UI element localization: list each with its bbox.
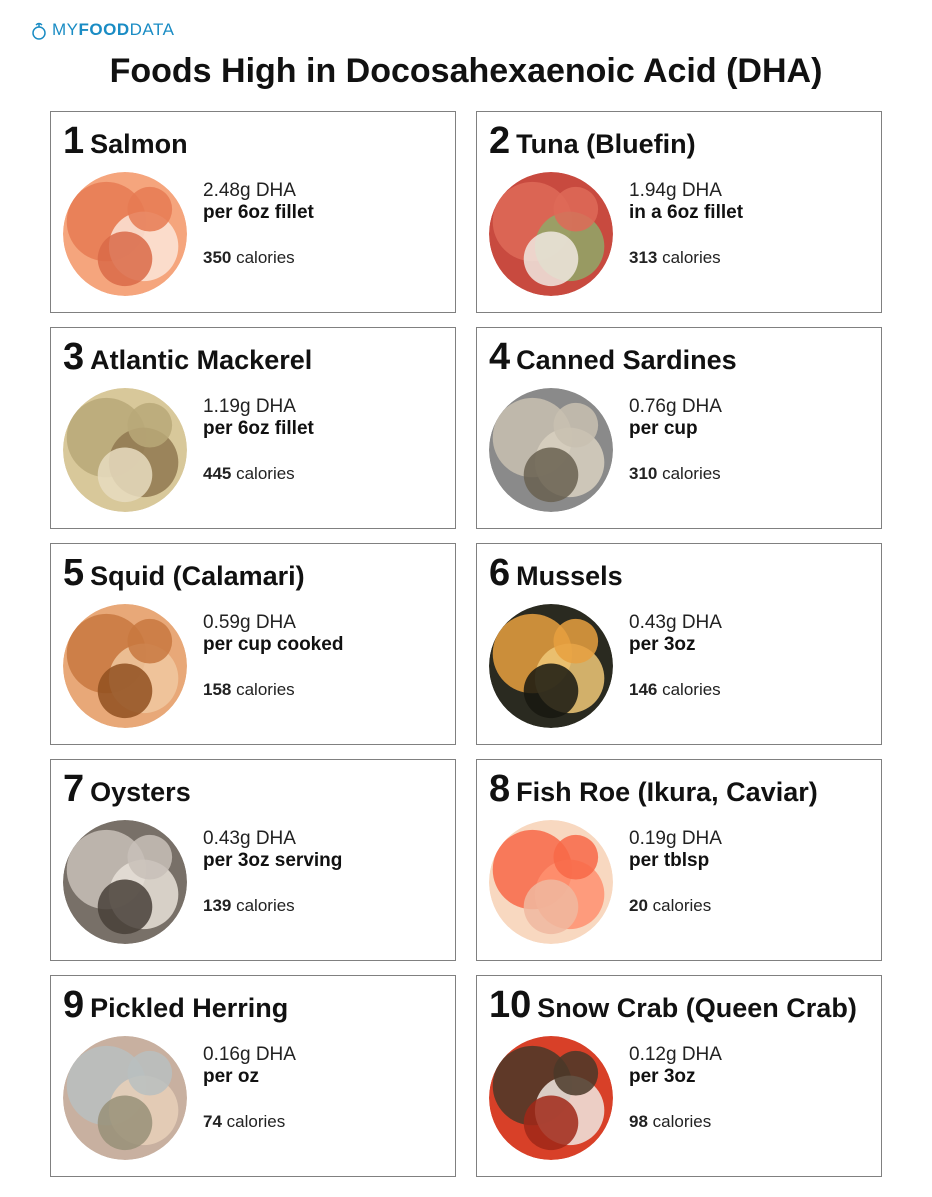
food-card: 8Fish Roe (Ikura, Caviar) 0.19g DHAper tb…: [476, 759, 882, 961]
rank: 5: [63, 554, 84, 592]
food-card: 3Atlantic Mackerel 1.19g DHAper 6oz fille…: [50, 327, 456, 529]
food-image: [63, 604, 187, 728]
dha-amount: 0.19g DHA: [629, 828, 722, 850]
logo-text: MYFOODDATA: [52, 20, 174, 40]
serving-size: per cup: [629, 418, 722, 440]
rank: 2: [489, 122, 510, 160]
food-image: [489, 1036, 613, 1160]
food-name: Canned Sardines: [516, 345, 737, 376]
food-name: Tuna (Bluefin): [516, 129, 695, 160]
calories: 350 calories: [203, 248, 314, 268]
dha-amount: 2.48g DHA: [203, 180, 314, 202]
dha-amount: 0.76g DHA: [629, 396, 722, 418]
apple-icon: [30, 20, 48, 40]
rank: 4: [489, 338, 510, 376]
food-image: [63, 172, 187, 296]
rank: 1: [63, 122, 84, 160]
food-name: Pickled Herring: [90, 993, 288, 1024]
rank: 9: [63, 986, 84, 1024]
serving-size: in a 6oz fillet: [629, 202, 743, 224]
serving-size: per cup cooked: [203, 634, 343, 656]
food-name: Squid (Calamari): [90, 561, 305, 592]
serving-size: per oz: [203, 1066, 296, 1088]
rank: 3: [63, 338, 84, 376]
calories: 310 calories: [629, 464, 722, 484]
rank: 6: [489, 554, 510, 592]
food-image: [489, 172, 613, 296]
food-card: 4Canned Sardines 0.76g DHAper cup 310 calo…: [476, 327, 882, 529]
rank: 10: [489, 986, 531, 1024]
serving-size: per tblsp: [629, 850, 722, 872]
calories: 445 calories: [203, 464, 314, 484]
food-card: 9Pickled Herring 0.16g DHAper oz 74 calori…: [50, 975, 456, 1177]
calories: 20 calories: [629, 896, 722, 916]
food-name: Fish Roe (Ikura, Caviar): [516, 777, 818, 808]
logo: MYFOODDATA: [30, 20, 902, 40]
food-image: [63, 1036, 187, 1160]
food-card: 1Salmon 2.48g DHAper 6oz fillet 350 calori…: [50, 111, 456, 313]
food-name: Salmon: [90, 129, 188, 160]
dha-amount: 0.59g DHA: [203, 612, 343, 634]
food-card: 2Tuna (Bluefin) 1.94g DHAin a 6oz fillet 3…: [476, 111, 882, 313]
page-title: Foods High in Docosahexaenoic Acid (DHA): [30, 52, 902, 91]
calories: 139 calories: [203, 896, 342, 916]
food-card: 10Snow Crab (Queen Crab) 0.12g DHAper 3oz…: [476, 975, 882, 1177]
rank: 8: [489, 770, 510, 808]
food-name: Oysters: [90, 777, 191, 808]
calories: 158 calories: [203, 680, 343, 700]
calories: 74 calories: [203, 1112, 296, 1132]
dha-amount: 0.12g DHA: [629, 1044, 722, 1066]
serving-size: per 3oz serving: [203, 850, 342, 872]
food-image: [489, 388, 613, 512]
food-name: Snow Crab (Queen Crab): [537, 993, 857, 1024]
food-name: Mussels: [516, 561, 623, 592]
calories: 146 calories: [629, 680, 722, 700]
food-grid: 1Salmon2.48g DHAper 6oz fillet350 calori…: [30, 111, 902, 1177]
dha-amount: 1.19g DHA: [203, 396, 314, 418]
dha-amount: 0.43g DHA: [629, 612, 722, 634]
food-name: Atlantic Mackerel: [90, 345, 312, 376]
food-image: [489, 820, 613, 944]
calories: 313 calories: [629, 248, 743, 268]
serving-size: per 6oz fillet: [203, 202, 314, 224]
dha-amount: 0.16g DHA: [203, 1044, 296, 1066]
calories: 98 calories: [629, 1112, 722, 1132]
serving-size: per 6oz fillet: [203, 418, 314, 440]
food-card: 5Squid (Calamari) 0.59g DHAper cup cooked…: [50, 543, 456, 745]
food-card: 7Oysters 0.43g DHAper 3oz serving 139 calo…: [50, 759, 456, 961]
serving-size: per 3oz: [629, 1066, 722, 1088]
dha-amount: 1.94g DHA: [629, 180, 743, 202]
food-image: [489, 604, 613, 728]
rank: 7: [63, 770, 84, 808]
food-card: 6Mussels 0.43g DHAper 3oz 146 calories: [476, 543, 882, 745]
food-image: [63, 388, 187, 512]
food-image: [63, 820, 187, 944]
serving-size: per 3oz: [629, 634, 722, 656]
dha-amount: 0.43g DHA: [203, 828, 342, 850]
